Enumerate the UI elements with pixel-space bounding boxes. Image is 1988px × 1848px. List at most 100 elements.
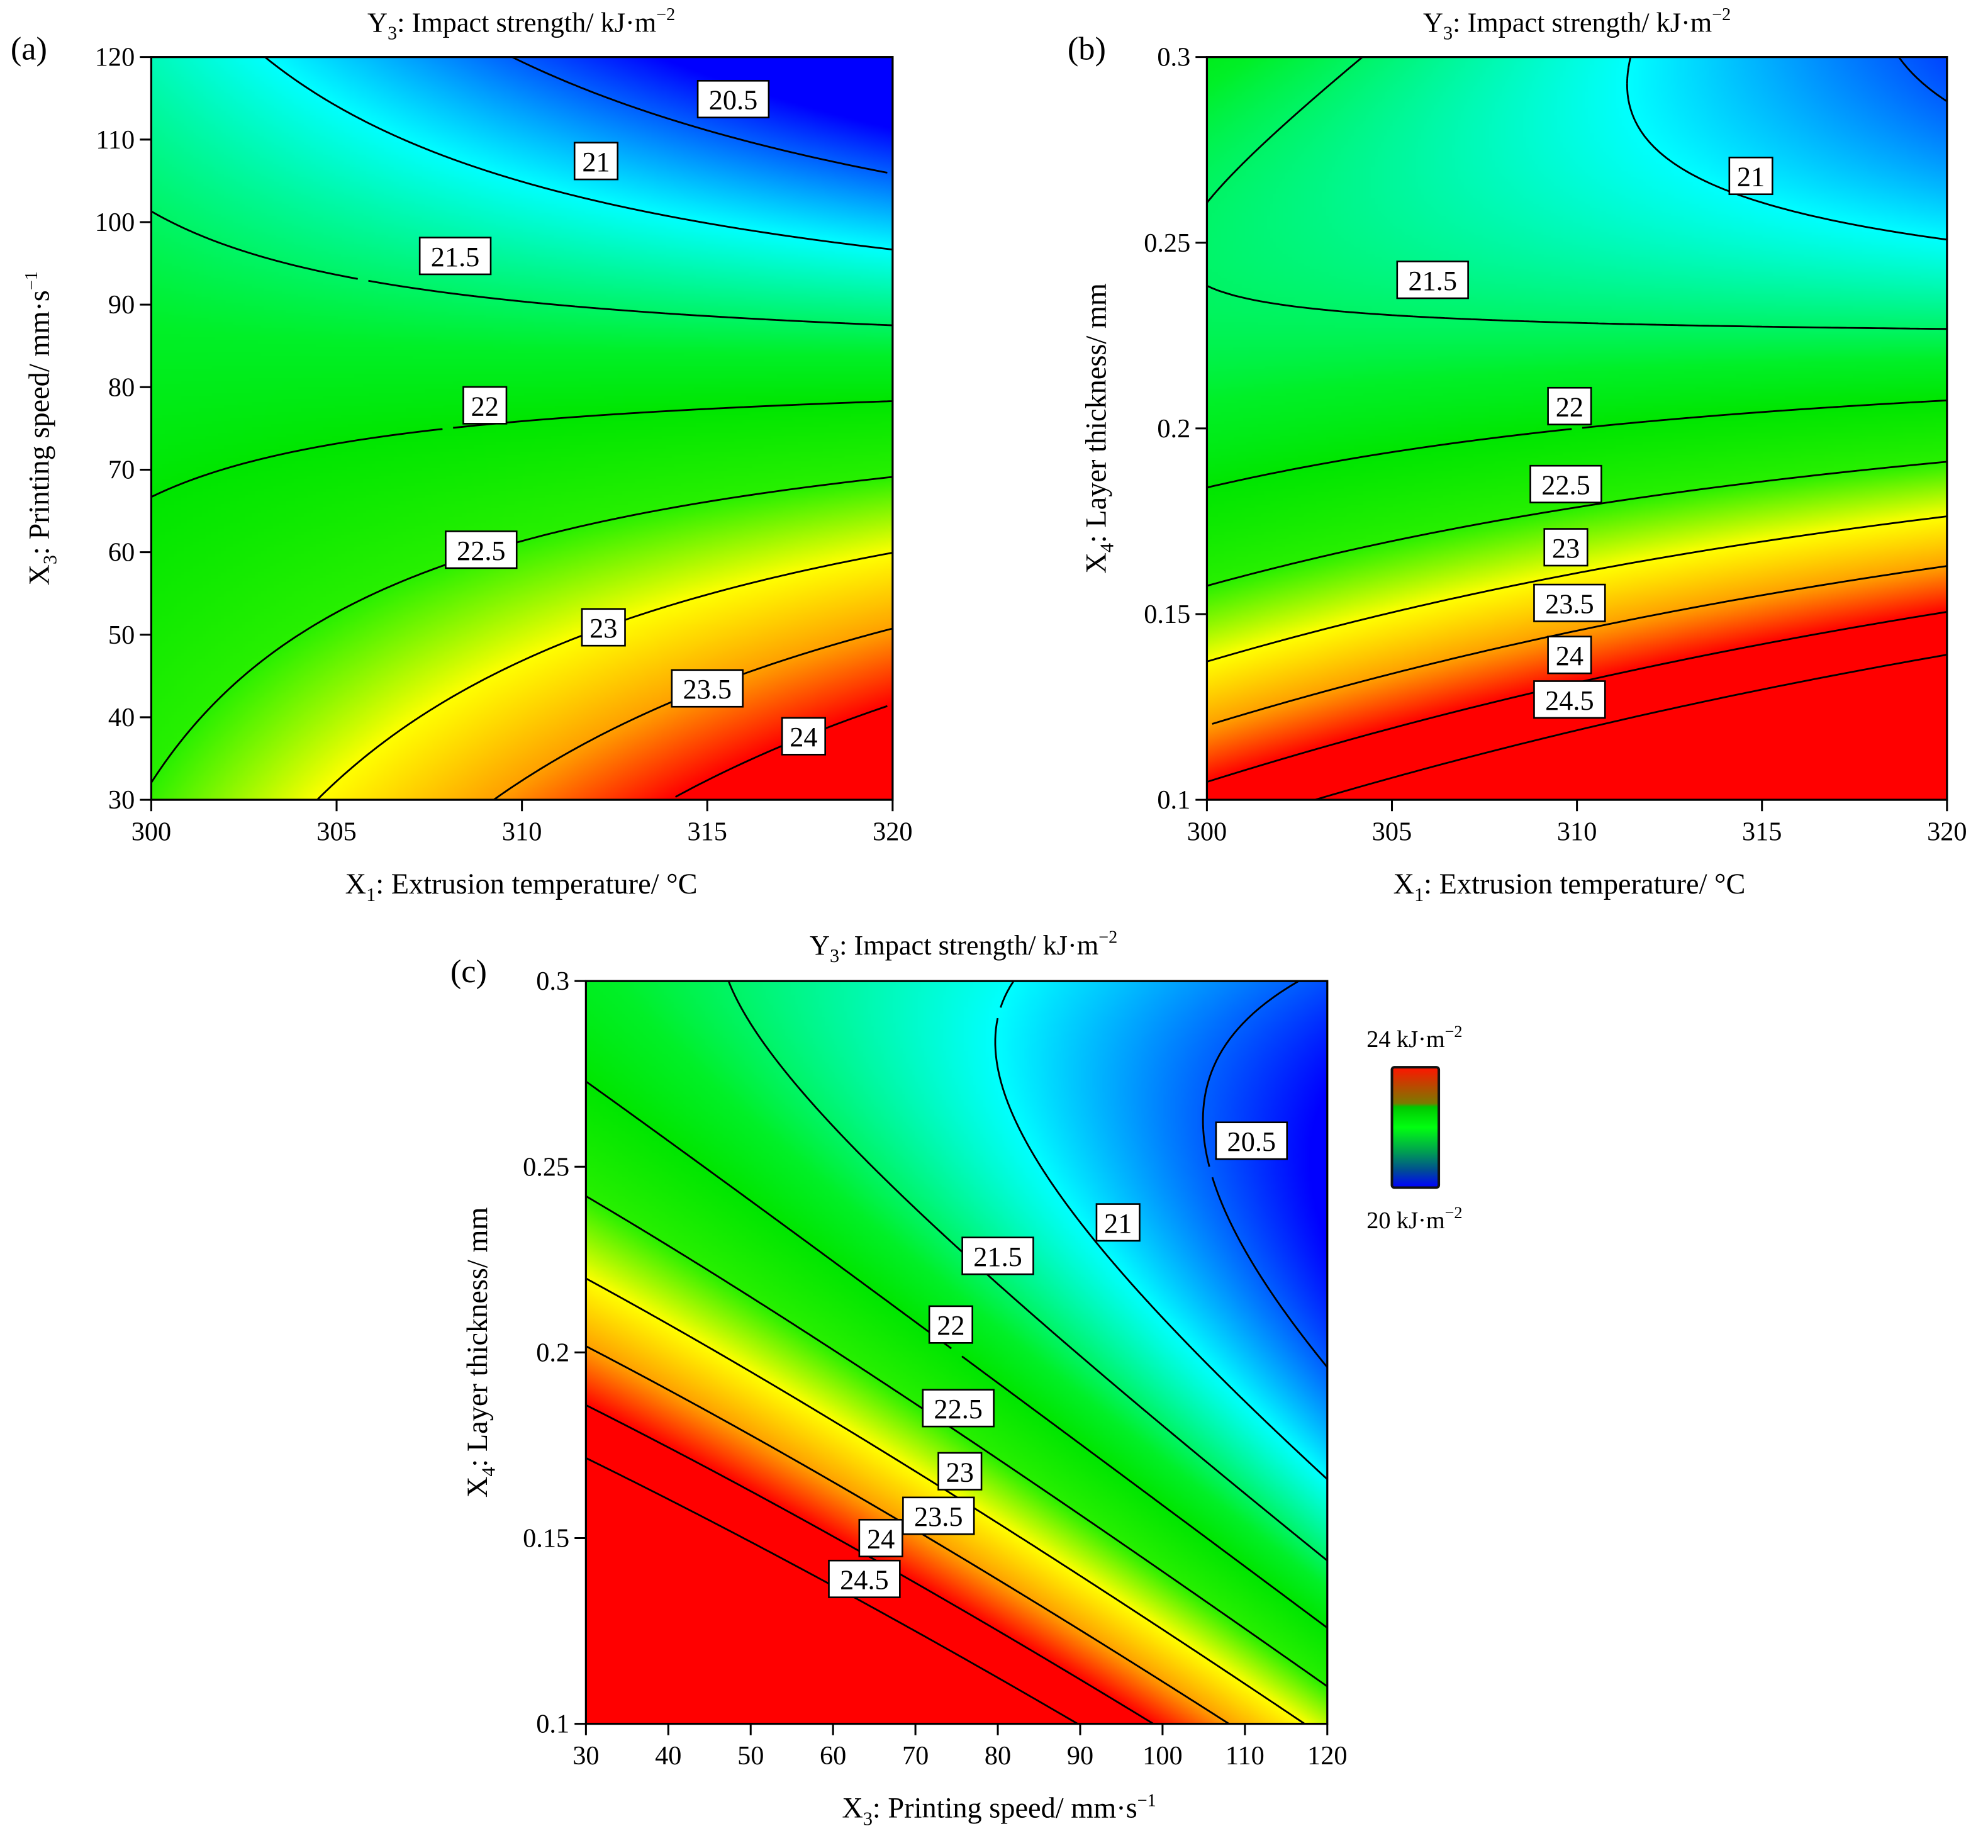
y-axis-label-text: : Layer thickness/ mm: [1080, 283, 1112, 543]
x-axis-label-subscript: 1: [366, 884, 376, 905]
contour-label-text: 22.5: [457, 535, 506, 566]
contour-label-text: 20.5: [709, 85, 758, 116]
contour-label-text: 22.5: [934, 1394, 983, 1425]
contour-label-text: 24.5: [840, 1565, 889, 1596]
contour-label: 21.5: [1396, 260, 1469, 300]
y-axis-label-superscript: −1: [22, 271, 42, 290]
contour-label: 21: [573, 142, 619, 181]
y-tick-label: 0.3: [1157, 43, 1190, 72]
legend-low-sup: −2: [1445, 1204, 1463, 1222]
chart-title: Y3: Impact strength/ kJ·m−2: [367, 5, 675, 43]
contour-line-21: [1626, 57, 1948, 241]
panel-letter: (b): [1068, 31, 1106, 67]
contour-label: 23: [581, 608, 626, 647]
contour-label-box: [902, 1496, 975, 1535]
contour-label-text: 24: [790, 722, 817, 753]
y-tick-label: 0.15: [523, 1524, 569, 1554]
y-axis-label-symbol: X: [1080, 552, 1112, 573]
chart-title-subscript: 3: [1443, 22, 1453, 43]
y-tick-label: 40: [108, 703, 135, 732]
contour-label: 22.5: [922, 1389, 995, 1428]
x-axis-label-subscript: 3: [863, 1808, 873, 1830]
chart-title-superscript: −2: [1098, 928, 1117, 948]
y-tick-label: 70: [108, 456, 135, 485]
y-tick-label: 0.25: [523, 1152, 569, 1182]
y-tick-label: 100: [95, 208, 135, 237]
chart-title-text: : Impact strength/ kJ·m: [397, 7, 656, 38]
x-tick-label: 40: [655, 1741, 681, 1771]
heatmap-field: [151, 57, 893, 800]
contour-line-21-5: [1206, 56, 1947, 330]
y-tick-label: 30: [108, 785, 135, 815]
contour-label-text: 21: [1104, 1208, 1132, 1239]
color-legend: 24 kJ·m−2 20 kJ·m−2: [1366, 1022, 1462, 1234]
contour-label-text: 23.5: [683, 674, 732, 705]
contour-label: 22: [928, 1305, 973, 1344]
contour-label-text: 23: [946, 1457, 974, 1487]
legend-high-value: 24: [1366, 1026, 1390, 1053]
legend-low-label: 20 kJ·m−2: [1366, 1204, 1462, 1234]
y-axis-label: X4: Layer thickness/ mm: [1080, 283, 1117, 574]
y-tick-label: 90: [108, 290, 135, 320]
contour-label: 20.5: [1215, 1121, 1288, 1160]
contour-line-23: [1207, 515, 1948, 663]
contour-label: 23.5: [902, 1496, 975, 1535]
x-tick-label: 50: [737, 1741, 764, 1771]
contour-label: 24: [781, 717, 826, 756]
contour-label-text: 22: [471, 391, 499, 422]
legend-high-unit: kJ·m: [1391, 1026, 1445, 1053]
contour-line-22: [1207, 399, 1947, 489]
y-axis-label-symbol: X: [462, 1477, 494, 1498]
contour-label-box: [828, 1559, 901, 1598]
x-axis-label-text: : Printing speed/ mm·s: [873, 1793, 1137, 1825]
x-tick-label: 320: [1927, 817, 1967, 847]
contour-label: 21: [1728, 157, 1773, 196]
y-axis-label-text: : Layer thickness/ mm: [462, 1207, 494, 1467]
contour-label-box: [922, 1389, 995, 1428]
y-axis-label: X4: Layer thickness/ mm: [462, 1207, 499, 1498]
x-tick-label: 80: [985, 1741, 1011, 1771]
contour-label-box: [961, 1236, 1034, 1275]
panels: 300 305 310 315 3203040506070809010011012020…: [11, 5, 1967, 1830]
y-axis-label-subscript: 3: [39, 555, 60, 564]
contour-label-box: [1547, 636, 1592, 675]
x-tick-label: 305: [316, 817, 356, 847]
legend-low-value: 20: [1366, 1207, 1390, 1234]
contour-label-box: [581, 608, 626, 647]
contour-label-box: [1543, 528, 1589, 567]
x-tick-label: 90: [1067, 1741, 1093, 1771]
x-axis-label-symbol: X: [842, 1793, 863, 1825]
y-tick-label: 60: [108, 538, 135, 568]
panel-b: 300 305 310 315 320 0.1 0.15 0.2 0.25 0.3 21 21.5 22…: [1068, 5, 1967, 905]
x-axis-label: X1: Extrusion temperature/ °C: [1393, 868, 1746, 905]
contour-line-23-5: [1212, 565, 1948, 725]
contour-label: 23: [1543, 528, 1589, 567]
contour-label-text: 23.5: [914, 1501, 963, 1532]
contour-label-text: 23: [1552, 533, 1580, 564]
heatmap-field: [1207, 57, 1947, 800]
contour-line-24: [1207, 611, 1948, 783]
y-tick-label: 0.3: [536, 966, 569, 996]
contour-label-box: [1533, 583, 1606, 622]
contour-label: 22.5: [445, 530, 518, 569]
contour-label-box: [1533, 680, 1606, 719]
legend-low-unit: kJ·m: [1391, 1207, 1445, 1234]
contour-label-box: [1728, 157, 1773, 196]
x-axis-label-superscript: −1: [1137, 1791, 1156, 1811]
contour-label-box: [1095, 1203, 1141, 1242]
legend-high-label: 24 kJ·m−2: [1366, 1022, 1462, 1053]
y-tick-label: 0.1: [1157, 785, 1190, 815]
chart-title: Y3: Impact strength/ kJ·m−2: [1423, 5, 1731, 43]
chart-title-symbol: Y: [810, 930, 830, 961]
x-tick-label: 315: [688, 817, 727, 847]
contour-line-23-5: [585, 1345, 1230, 1725]
contour-label-text: 21.5: [431, 242, 480, 272]
contour-line-22: [585, 1080, 1328, 1629]
panel-letter: (a): [11, 31, 47, 67]
y-axis-label: X3: Printing speed/ mm·s−1: [22, 271, 60, 585]
x-tick-label: 120: [1307, 1741, 1347, 1771]
contour-label-text: 20.5: [1227, 1126, 1276, 1157]
contour-label: 23: [937, 1452, 983, 1491]
contour-label-box: [671, 669, 744, 708]
contour-label: 21.5: [418, 237, 492, 276]
